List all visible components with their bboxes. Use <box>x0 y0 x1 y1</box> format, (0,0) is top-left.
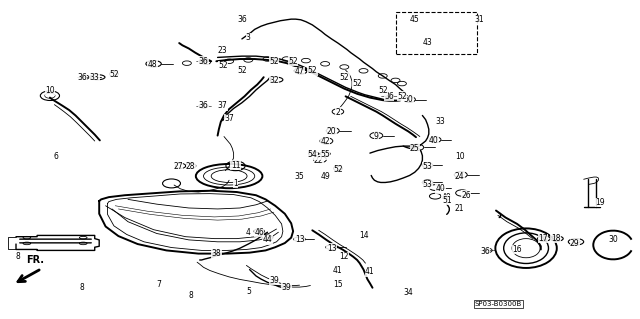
Text: 53: 53 <box>422 162 433 171</box>
Text: 36: 36 <box>480 247 490 256</box>
Text: 19: 19 <box>595 198 605 207</box>
Text: 34: 34 <box>403 288 413 297</box>
Text: 41: 41 <box>365 267 375 276</box>
Text: 52: 52 <box>333 165 343 174</box>
Text: 1: 1 <box>233 179 238 188</box>
Text: 13: 13 <box>326 244 337 253</box>
Text: 40: 40 <box>435 184 445 193</box>
Text: 9: 9 <box>374 132 379 141</box>
Text: 52: 52 <box>339 73 349 82</box>
Text: 35: 35 <box>294 172 305 181</box>
Text: 33: 33 <box>435 117 445 126</box>
Text: 18: 18 <box>551 234 560 243</box>
Text: 33: 33 <box>90 73 100 82</box>
Text: 27: 27 <box>173 162 183 171</box>
Text: 52: 52 <box>237 66 247 75</box>
Text: 37: 37 <box>218 101 228 110</box>
Text: 42: 42 <box>320 137 330 146</box>
Text: 46: 46 <box>254 228 264 237</box>
Text: 11: 11 <box>231 161 240 170</box>
Text: 31: 31 <box>474 15 484 24</box>
Text: 37: 37 <box>224 114 234 123</box>
Text: 8: 8 <box>188 291 193 300</box>
Text: 50: 50 <box>403 95 413 104</box>
Text: 12: 12 <box>340 252 349 261</box>
Text: 52: 52 <box>109 70 119 78</box>
Text: 52: 52 <box>307 66 317 75</box>
Text: 48: 48 <box>147 60 157 69</box>
Text: 16: 16 <box>512 245 522 254</box>
Text: 52: 52 <box>397 92 407 101</box>
Text: 28: 28 <box>186 162 195 171</box>
Text: 36: 36 <box>198 101 209 110</box>
Text: 52: 52 <box>378 86 388 95</box>
Text: 6: 6 <box>54 152 59 161</box>
Text: 10: 10 <box>45 86 55 95</box>
Text: 52: 52 <box>218 61 228 70</box>
Text: 52: 52 <box>352 79 362 88</box>
Text: 54: 54 <box>307 150 317 159</box>
Text: 44: 44 <box>262 235 273 244</box>
Text: 43: 43 <box>422 38 433 47</box>
Text: FR.: FR. <box>26 255 44 265</box>
Text: 38: 38 <box>211 249 221 258</box>
Text: 23: 23 <box>218 46 228 55</box>
Text: 36: 36 <box>77 73 87 82</box>
Text: 22: 22 <box>314 156 323 165</box>
Text: 39: 39 <box>269 276 279 285</box>
Text: 25: 25 <box>410 144 420 153</box>
Text: 15: 15 <box>333 280 343 289</box>
Text: 7: 7 <box>156 280 161 289</box>
Text: SP03-B0300B: SP03-B0300B <box>475 301 522 307</box>
Text: 49: 49 <box>320 172 330 181</box>
Text: 13: 13 <box>294 235 305 244</box>
Text: 2: 2 <box>335 108 340 117</box>
Text: 36: 36 <box>198 57 209 66</box>
Text: 24: 24 <box>454 172 465 181</box>
Text: 20: 20 <box>326 127 337 136</box>
Text: 55: 55 <box>320 150 330 159</box>
Text: 36: 36 <box>237 15 247 24</box>
Text: 17: 17 <box>538 234 548 243</box>
Text: 36: 36 <box>384 92 394 101</box>
Bar <box>396 12 477 54</box>
Text: 4: 4 <box>246 228 251 237</box>
Text: 45: 45 <box>410 15 420 24</box>
Text: 3: 3 <box>246 33 251 42</box>
Text: 51: 51 <box>442 196 452 205</box>
Text: 30: 30 <box>608 235 618 244</box>
Text: 40: 40 <box>442 193 452 202</box>
Text: 8: 8 <box>15 252 20 261</box>
Text: 5: 5 <box>246 287 251 296</box>
Text: 8: 8 <box>79 283 84 292</box>
Text: 29: 29 <box>570 239 580 248</box>
Text: 53: 53 <box>422 180 433 189</box>
Text: 10: 10 <box>454 152 465 161</box>
Text: 40: 40 <box>429 137 439 145</box>
Text: 52: 52 <box>288 57 298 66</box>
Text: 14: 14 <box>358 231 369 240</box>
Text: 32: 32 <box>269 76 279 85</box>
Text: 39: 39 <box>282 283 292 292</box>
Text: 41: 41 <box>333 266 343 275</box>
Text: 21: 21 <box>455 204 464 213</box>
Text: 26: 26 <box>461 191 471 200</box>
Text: 52: 52 <box>269 57 279 66</box>
Text: 47: 47 <box>294 67 305 76</box>
